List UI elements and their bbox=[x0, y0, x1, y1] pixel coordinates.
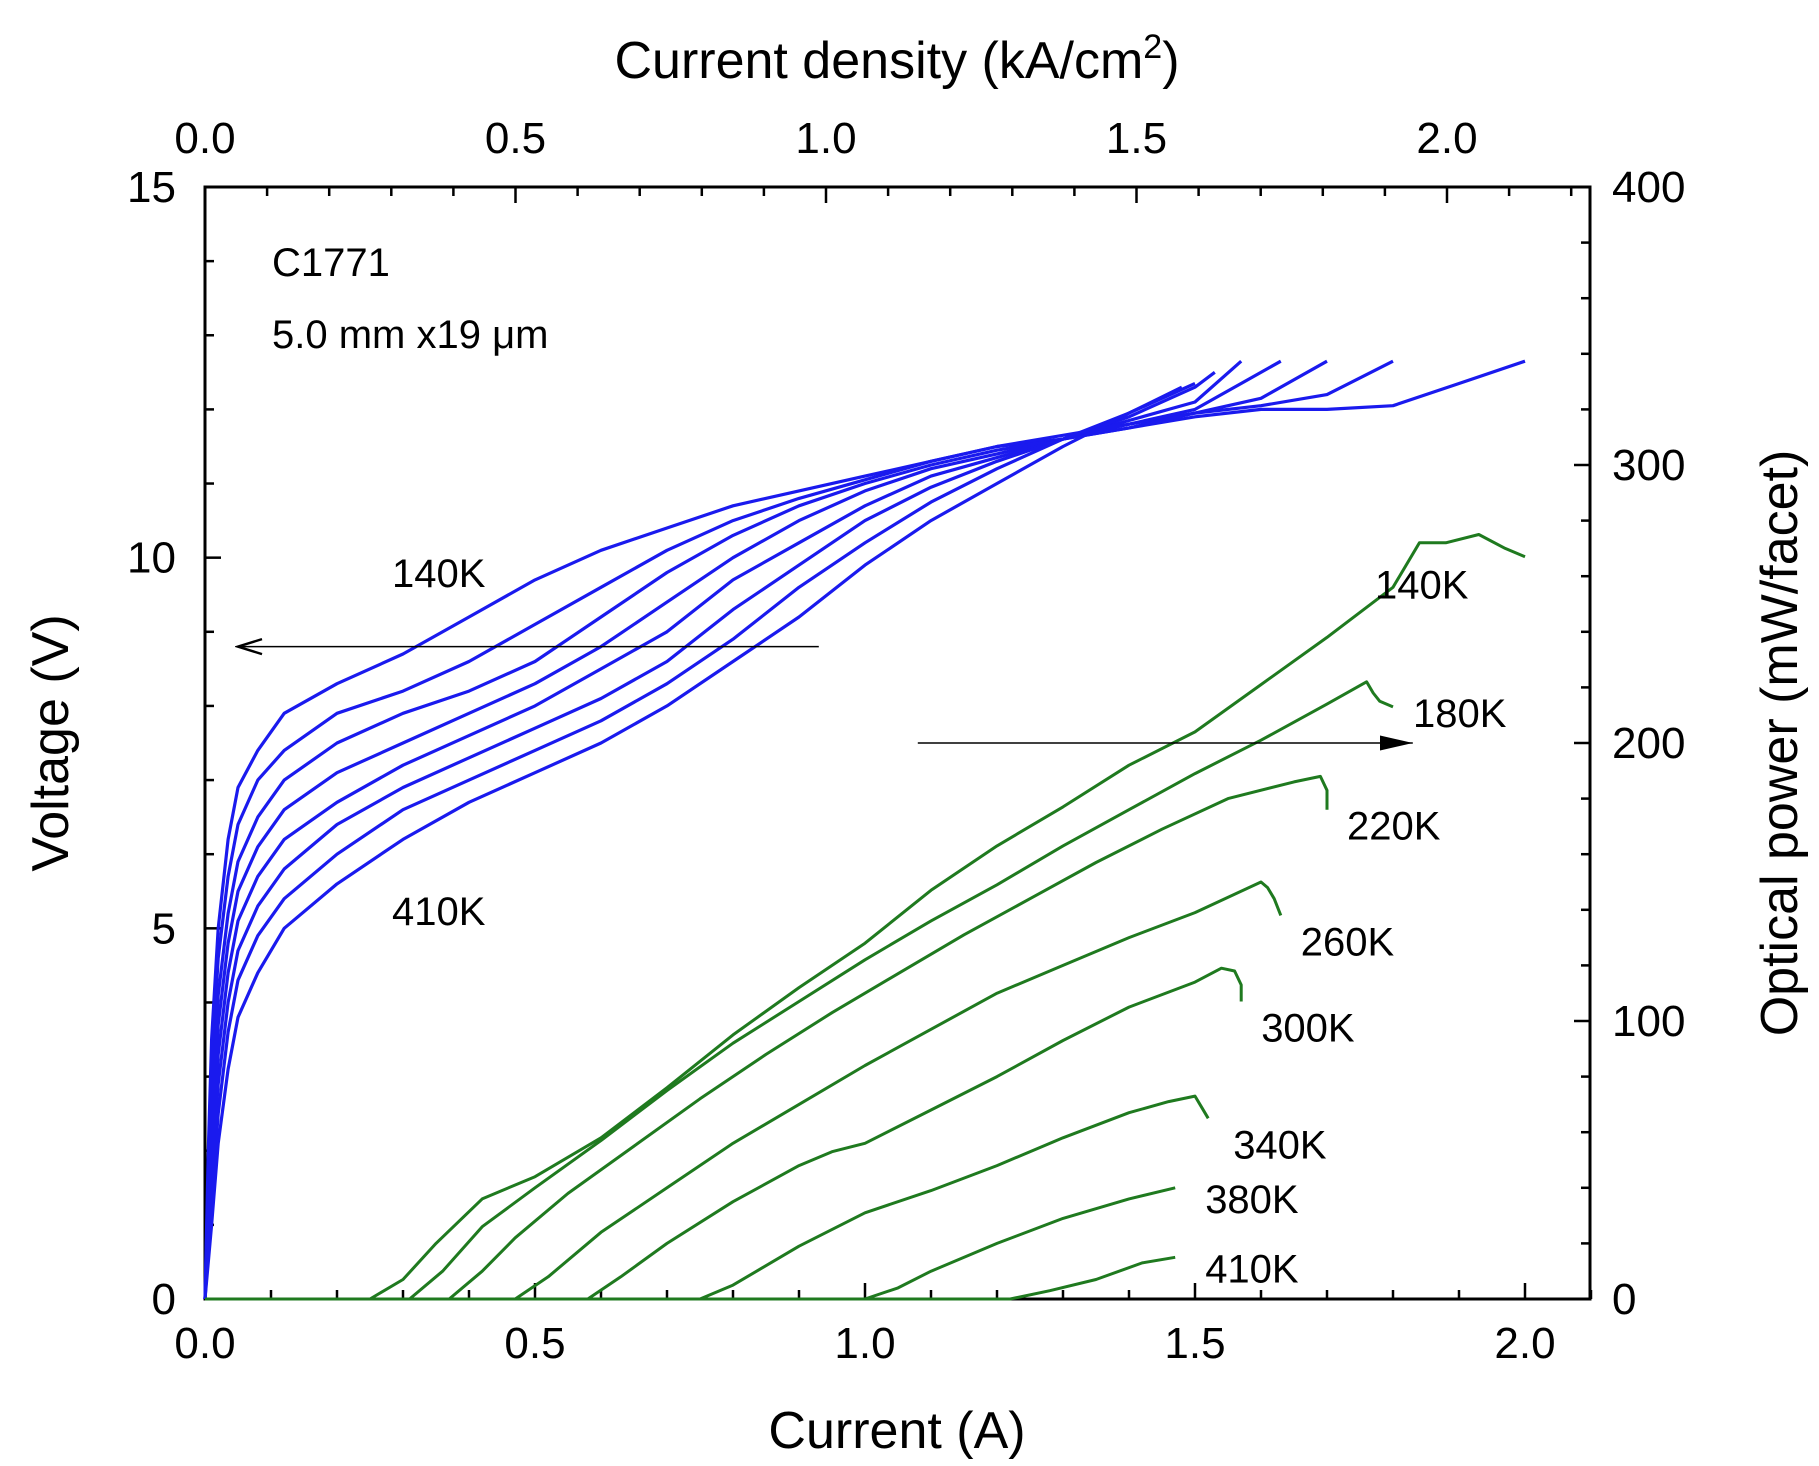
power-curve-220K bbox=[205, 774, 1329, 1301]
x2-tick-label: 2.0 bbox=[1416, 114, 1477, 163]
y-tick-label: 5 bbox=[152, 904, 176, 953]
power-label-260K: 260K bbox=[1301, 920, 1395, 964]
power-curve-380K bbox=[205, 1186, 1176, 1301]
x2-tick-label: 1.0 bbox=[795, 114, 856, 163]
x2-tick-labels: 0.0 0.5 1.0 1.5 2.0 bbox=[174, 114, 1477, 163]
x-tick-label: 2.0 bbox=[1494, 1319, 1555, 1368]
power-label-140K: 140K bbox=[1375, 564, 1469, 608]
x2-tick-label: 0.5 bbox=[485, 114, 546, 163]
y-tick-label: 0 bbox=[152, 1275, 176, 1324]
x-tick-label: 1.0 bbox=[834, 1319, 895, 1368]
y2-tick-label: 100 bbox=[1612, 997, 1685, 1046]
y2-tick-labels: 0 100 200 300 400 bbox=[1612, 163, 1685, 1324]
x-axis-title: Current (A) bbox=[768, 1402, 1025, 1460]
power-curve-410K bbox=[205, 1255, 1176, 1301]
power-curve-260K bbox=[205, 880, 1283, 1301]
x-tick-label: 0.5 bbox=[504, 1319, 565, 1368]
voltage-curve-180K bbox=[203, 359, 1394, 1300]
voltage-curves bbox=[203, 359, 1526, 1300]
voltage-curve-340K bbox=[203, 371, 1216, 1300]
x-tick-labels: 0.0 0.5 1.0 1.5 2.0 bbox=[174, 1319, 1555, 1368]
x2-tick-label: 1.5 bbox=[1106, 114, 1167, 163]
power-curve-labels: 140K 180K 220K 260K 300K 340K 380K 410K bbox=[1205, 564, 1507, 1292]
x-tick-label: 1.5 bbox=[1164, 1319, 1225, 1368]
voltage-curve-140K bbox=[203, 359, 1526, 1300]
voltage-curve-380K bbox=[203, 382, 1196, 1300]
voltage-curve-300K bbox=[203, 360, 1243, 1300]
power-label-340K: 340K bbox=[1233, 1123, 1327, 1167]
voltage-curve-260K bbox=[203, 359, 1282, 1300]
power-curves bbox=[205, 533, 1526, 1301]
device-dimensions-label: 5.0 mm x19 μm bbox=[272, 313, 548, 357]
power-label-410K: 410K bbox=[1205, 1247, 1299, 1291]
voltage-curve-410K bbox=[203, 385, 1183, 1300]
device-id-label: C1771 bbox=[272, 241, 390, 285]
y-tick-label: 10 bbox=[127, 534, 176, 583]
x2-axis-title: Current density (kA/cm2) bbox=[614, 28, 1179, 90]
power-curve-180K bbox=[205, 680, 1394, 1301]
power-curve-140K bbox=[205, 533, 1526, 1301]
y-tick-labels: 0 5 10 15 bbox=[127, 163, 176, 1324]
power-label-300K: 300K bbox=[1261, 1007, 1355, 1051]
y2-axis-title: Optical power (mW/facet) bbox=[1751, 450, 1809, 1037]
x-tick-label: 0.0 bbox=[174, 1319, 235, 1368]
power-curve-340K bbox=[205, 1094, 1210, 1301]
voltage-label-410K: 410K bbox=[392, 890, 486, 934]
y2-tick-label: 0 bbox=[1612, 1275, 1636, 1324]
power-label-220K: 220K bbox=[1347, 805, 1441, 849]
y-axis-title: Voltage (V) bbox=[22, 614, 80, 871]
y2-tick-label: 400 bbox=[1612, 163, 1685, 212]
y2-tick-label: 300 bbox=[1612, 441, 1685, 490]
x2-tick-label: 0.0 bbox=[174, 114, 235, 163]
power-label-180K: 180K bbox=[1413, 692, 1507, 736]
power-curve-300K bbox=[205, 966, 1243, 1301]
voltage-label-140K: 140K bbox=[392, 552, 486, 596]
y2-tick-label: 200 bbox=[1612, 719, 1685, 768]
y-tick-label: 15 bbox=[127, 163, 176, 212]
power-label-380K: 380K bbox=[1205, 1178, 1299, 1222]
